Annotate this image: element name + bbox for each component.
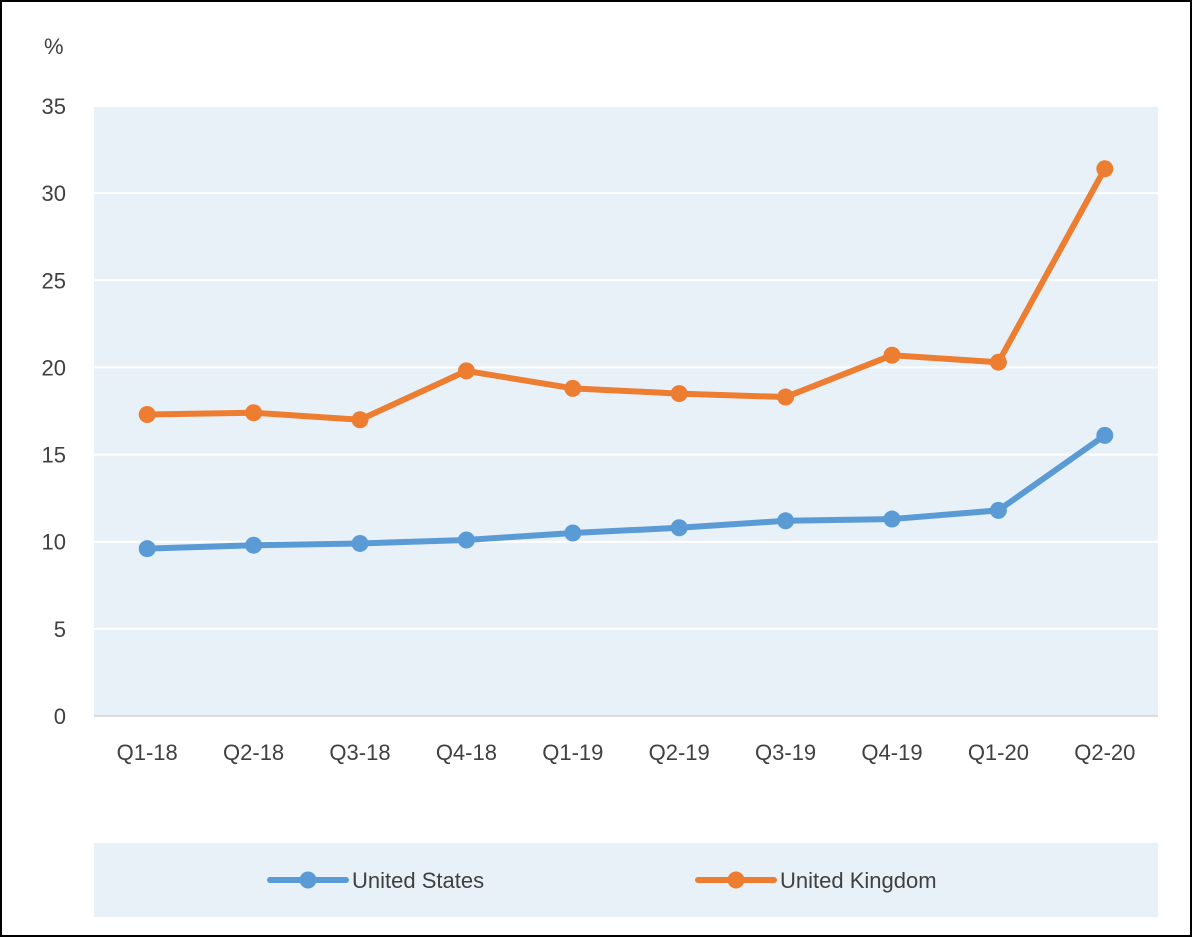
legend-box — [94, 843, 1158, 917]
y-tick-label-15: 15 — [42, 443, 66, 468]
data-point-united-kingdom-q1-20 — [989, 353, 1007, 371]
gridlines — [94, 105, 1158, 630]
data-point-united-kingdom-q4-19 — [883, 346, 901, 364]
data-point-united-kingdom-q3-19 — [777, 388, 795, 406]
x-tick-label-q2-20: Q2-20 — [1074, 740, 1135, 765]
data-point-united-states-q2-19 — [670, 519, 688, 537]
x-tick-label-q4-18: Q4-18 — [436, 740, 497, 765]
data-point-united-kingdom-q2-20 — [1096, 160, 1114, 178]
legend-label-united-kingdom: United Kingdom — [780, 868, 937, 893]
data-point-united-kingdom-q2-19 — [670, 385, 688, 403]
legend-item-united-states: United States — [267, 868, 484, 893]
data-point-united-states-q3-18 — [351, 534, 369, 552]
data-point-united-kingdom-q4-18 — [457, 362, 475, 380]
series-united-states — [138, 426, 1114, 558]
y-tick-label-5: 5 — [54, 617, 66, 642]
data-point-united-states-q3-19 — [777, 512, 795, 530]
legend: United States United Kingdom — [267, 868, 937, 893]
data-point-united-states-q1-20 — [989, 501, 1007, 519]
series-united-kingdom — [138, 160, 1114, 429]
data-point-united-states-q1-18 — [138, 540, 156, 558]
y-tick-label-35: 35 — [42, 94, 66, 119]
x-axis-tick-labels: Q1-18 Q2-18 Q3-18 Q4-18 Q1-19 Q2-19 Q3-19 Q4-19… — [117, 740, 1136, 765]
legend-item-united-kingdom: United Kingdom — [695, 868, 937, 893]
data-point-united-kingdom-q1-19 — [564, 379, 582, 397]
series-layer — [138, 160, 1114, 558]
data-point-united-states-q2-18 — [245, 536, 263, 554]
y-tick-label-20: 20 — [42, 355, 66, 380]
x-tick-label-q4-19: Q4-19 — [861, 740, 922, 765]
x-tick-label-q1-19: Q1-19 — [542, 740, 603, 765]
y-axis-unit-label: % — [44, 34, 64, 59]
legend-swatch-marker-united-kingdom — [727, 871, 745, 889]
x-tick-label-q3-18: Q3-18 — [329, 740, 390, 765]
series-line-united-states — [144, 432, 1108, 552]
y-tick-label-30: 30 — [42, 181, 66, 206]
y-axis-tick-labels: 0 5 10 15 20 25 30 35 — [42, 94, 66, 729]
data-point-united-kingdom-q3-18 — [351, 411, 369, 429]
data-point-united-kingdom-q1-18 — [138, 405, 156, 423]
data-point-united-states-q1-19 — [564, 524, 582, 542]
x-tick-label-q2-18: Q2-18 — [223, 740, 284, 765]
data-point-united-states-q4-18 — [457, 531, 475, 549]
legend-swatch-marker-united-states — [299, 871, 317, 889]
x-tick-label-q1-18: Q1-18 — [117, 740, 178, 765]
x-tick-label-q2-19: Q2-19 — [649, 740, 710, 765]
x-tick-label-q1-20: Q1-20 — [968, 740, 1029, 765]
y-tick-label-10: 10 — [42, 530, 66, 555]
legend-label-united-states: United States — [352, 868, 484, 893]
x-tick-label-q3-19: Q3-19 — [755, 740, 816, 765]
data-point-united-states-q2-20 — [1096, 426, 1114, 444]
data-point-united-states-q4-19 — [883, 510, 901, 528]
y-tick-label-0: 0 — [54, 704, 66, 729]
y-tick-label-25: 25 — [42, 268, 66, 293]
data-point-united-kingdom-q2-18 — [245, 404, 263, 422]
series-line-united-kingdom — [144, 165, 1108, 423]
